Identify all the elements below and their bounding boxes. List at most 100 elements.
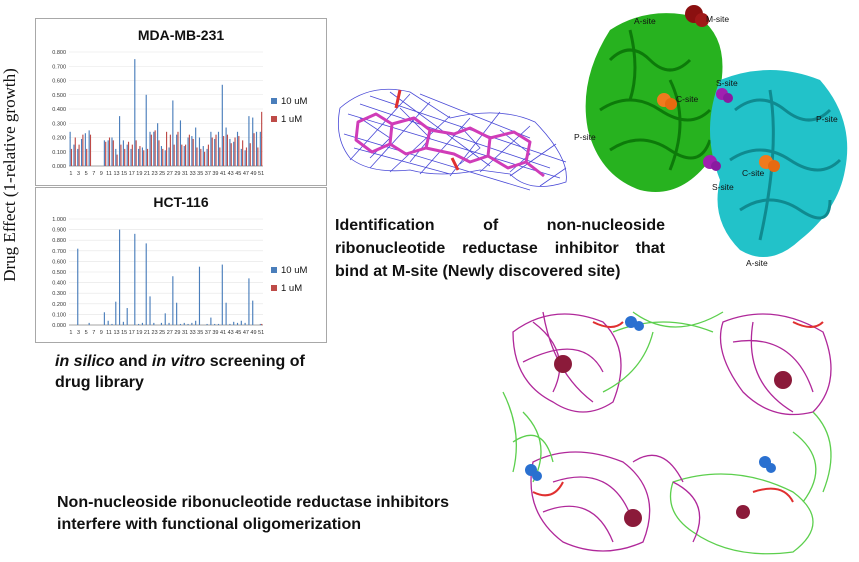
mda-mb-231-x-tick-label: 27 [167,171,173,177]
mda-mb-231-bar-1um [192,138,194,166]
hct-116-bar-10um [111,323,113,325]
mda-mb-231-legend-swatch [271,116,277,122]
mda-mb-231-bar-10um [172,100,174,166]
mda-mb-231-y-tick-label: 0.400 [52,107,66,113]
mda-mb-231-x-tick-label: 1 [69,171,72,177]
mda-mb-231-bar-1um [70,148,73,166]
hct-116-bar-10um [179,323,182,325]
hct-116-bar-10um [217,323,220,325]
hct-116-bar-10um [115,301,117,325]
mda-mb-231-bar-1um [158,140,160,166]
hct-116-x-tick-label: 35 [197,330,203,336]
mda-mb-231-y-tick-label: 0.700 [52,64,66,70]
mda-mb-231-bar-10um [153,131,155,166]
hct-116-bar-10um [107,320,109,325]
mda-mb-231-bar-10um [195,127,197,166]
hct-116-y-tick-label: 0.000 [52,323,66,329]
hct-116-bar-10um [172,276,174,325]
hct-116-bar-10um [252,300,254,325]
hct-116-x-tick-label: 13 [113,330,119,336]
mda-mb-231-x-tick-label: 35 [197,171,203,177]
hct-116-y-tick-label: 1.000 [52,217,66,223]
mda-mb-231-bar-10um [138,148,140,166]
mda-mb-231-x-tick-label: 43 [228,171,234,177]
mda-mb-231-bar-10um [221,84,223,166]
identification-caption-line-1: Identification of non-nucleoside [335,217,665,234]
mda-mb-231-bar-1um [230,143,232,166]
mda-mb-231-bar-1um [116,154,118,166]
mda-mb-231-bar-1um [177,131,179,166]
mda-mb-231-bar-10um [244,150,246,166]
mda-mb-231-x-tick-label: 15 [121,171,127,177]
hct-116-bar-10um [240,320,242,325]
a-site-bottom-label: A-site [746,258,768,268]
hct-116-x-tick-label: 5 [85,330,88,336]
mda-mb-231-legend-label: 10 uM [281,96,307,107]
mda-mb-231-x-tick-label: 51 [258,171,264,177]
hct-116-y-tick-label: 0.600 [52,259,66,265]
mda-mb-231-bar-1um [89,134,92,166]
c-site-right-label: C-site [742,168,764,178]
mda-mb-231-bar-10um [107,140,109,166]
mda-mb-231-x-tick-label: 21 [144,171,150,177]
hct-116-bar-10um [210,317,212,325]
hct-116-x-tick-label: 1 [69,330,72,336]
mda-mb-231-x-tick-label: 33 [190,171,196,177]
mda-mb-231-bar-1um [86,148,88,166]
hct-116-y-tick-label: 0.200 [52,302,66,308]
mda-mb-231-bar-10um [202,146,204,166]
mda-mb-231-y-tick-label: 0.200 [52,136,66,142]
mda-mb-231-bar-10um [217,131,220,166]
hct-116-bar-10um [141,322,143,325]
hct-116-x-tick-label: 11 [106,330,112,336]
mda-mb-231-legend-swatch [271,98,277,104]
mda-mb-231-bar-10um [233,141,235,166]
hct-116-x-tick-label: 47 [243,330,249,336]
mda-mb-231-bar-10um [119,116,121,166]
mda-mb-231-x-tick-label: 13 [113,171,119,177]
mda-mb-231-bar-10um [214,138,216,166]
hct-116-x-tick-label: 37 [205,330,211,336]
hct-116-bar-10um [88,322,90,325]
mda-mb-231-bar-1um [196,147,198,166]
hct-116-bar-10um [119,229,121,325]
mda-mb-231-bar-10um [126,144,128,166]
hct-116-bar-10um [259,323,261,325]
mda-mb-231-bar-1um [242,140,244,166]
mda-mb-231-bar-10um [157,123,159,166]
mda-mb-231-x-tick-label: 25 [159,171,165,177]
mda-mb-231-x-tick-label: 5 [85,171,88,177]
screening-caption-line-2: drug library [55,374,144,391]
mda-mb-231-bar-10um [69,131,71,166]
hct-116-bar-10um [103,312,105,325]
hct-116-bar-10um [153,322,155,325]
hct-116-x-tick-label: 21 [144,330,150,336]
mda-mb-231-bar-10um [130,148,132,166]
mda-mb-231-bar-10um [240,148,242,166]
mda-mb-231-x-tick-label: 19 [136,171,142,177]
mda-mb-231-bar-10um [259,131,261,166]
mda-mb-231-title: MDA-MB-231 [138,27,225,43]
hct-116-bar-10um [77,248,79,325]
mda-mb-231-y-tick-label: 0.800 [52,50,66,56]
hct-116-y-tick-label: 0.400 [52,281,66,287]
mda-mb-231-bar-10um [73,144,75,166]
hct-116-bar-10um [206,323,208,325]
hct-116-frame [35,187,327,343]
mda-mb-231-bar-10um [84,133,86,166]
mda-mb-231-bar-10um [164,150,166,166]
mda-mb-231-bar-10um [210,131,212,166]
screening-caption-screening-of: screening of [205,353,305,370]
hct-116-bar-10um [149,296,151,325]
protein-dimer-structure-image: A-site M-site S-site C-site P-site P-sit… [574,5,848,268]
mda-mb-231-bar-1um [181,144,183,166]
hct-116-chart: HCT-116 0.000 0.100 0.200 0.300 0.400 0.500 0.6… [35,187,327,343]
hct-116-x-tick-label: 25 [159,330,165,336]
mda-mb-231-x-tick-label: 47 [243,171,249,177]
mda-mb-231-bar-1um [223,136,225,166]
mda-mb-231-x-tick-label: 37 [205,171,211,177]
p-site-right-label: P-site [816,114,838,124]
hct-116-bar-10um [198,266,201,325]
mda-mb-231-bar-1um [78,144,80,166]
mda-mb-231-bar-10um [103,140,105,166]
